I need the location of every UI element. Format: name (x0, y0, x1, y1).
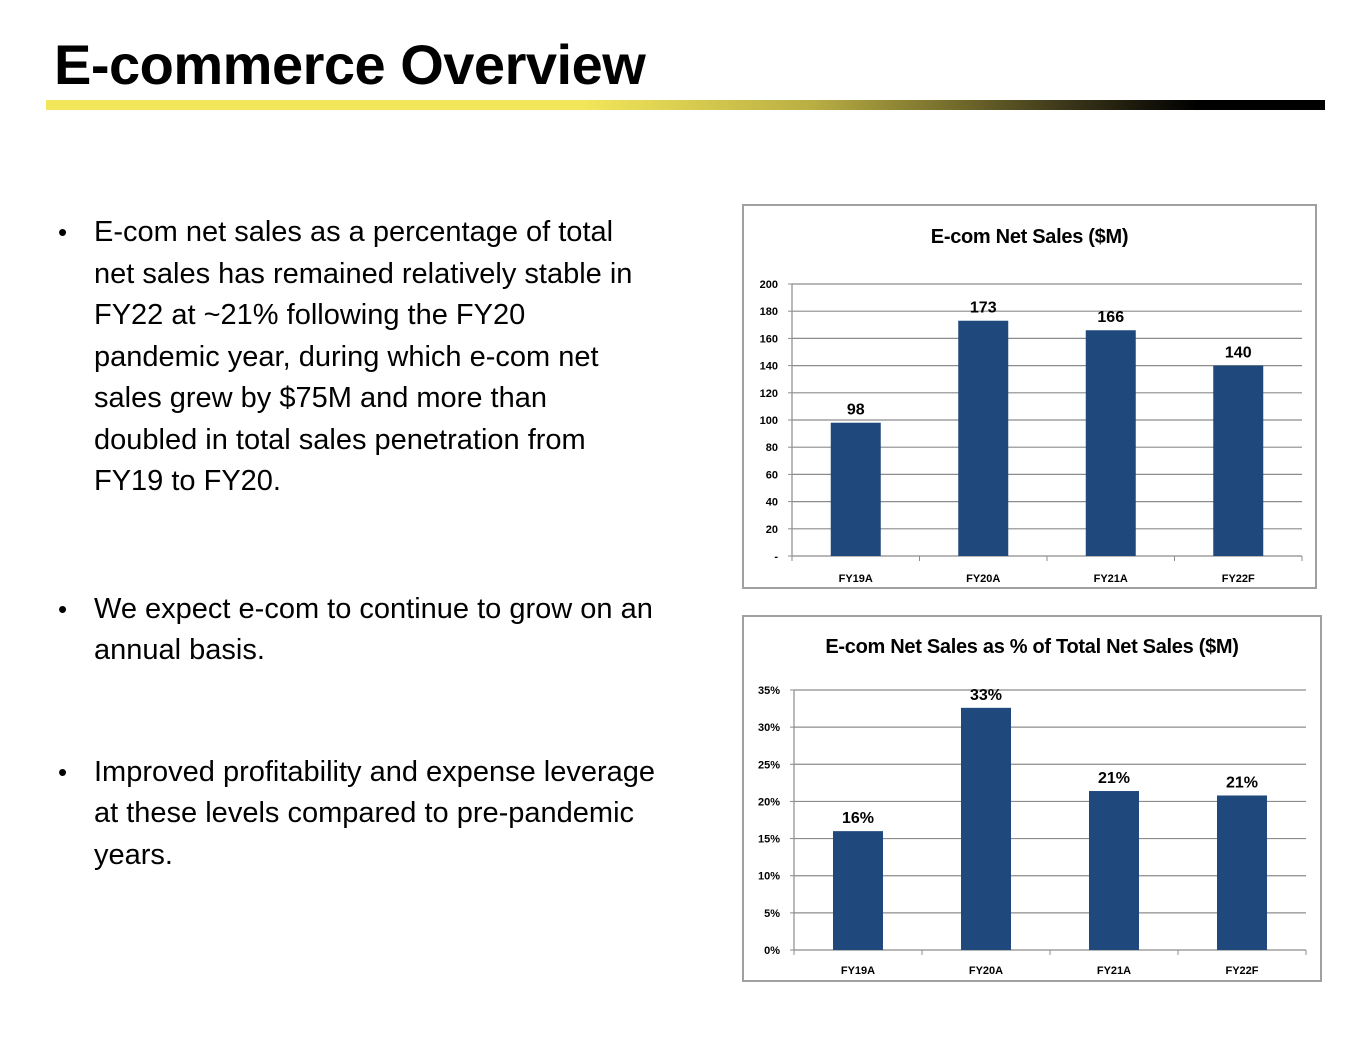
x-tick-label: FY20A (966, 573, 1000, 585)
y-tick-label: 60 (766, 469, 778, 481)
chart-plot-area: - 20 40 60 80 100 120 140 160 180 200 98 FY19A 173 FY2… (760, 279, 1303, 585)
y-tick-label: 0% (764, 945, 780, 957)
data-label: 173 (970, 300, 997, 317)
page-title: E-commerce Overview (54, 33, 646, 96)
y-tick-label: 200 (760, 279, 778, 291)
bullet-icon: • (58, 593, 68, 624)
y-tick-label: 180 (760, 306, 778, 318)
data-label: 140 (1225, 345, 1252, 362)
bullet-text: E-com net sales as a percentage of total… (94, 216, 633, 497)
y-tick-label: 100 (760, 415, 778, 427)
ecom-share-of-sales-chart: E-com Net Sales as % of Total Net Sales … (742, 615, 1322, 982)
y-tick-label: 20% (758, 796, 780, 808)
data-label: 16% (842, 810, 874, 827)
chart-title: E-com Net Sales ($M) (930, 226, 1129, 248)
y-tick-label: 140 (760, 361, 778, 373)
data-label: 166 (1097, 309, 1124, 326)
y-tick-label: 10% (758, 871, 780, 883)
data-label: 21% (1226, 774, 1258, 791)
bar-fy22f (1217, 795, 1267, 950)
x-tick-label: FY22F (1225, 965, 1258, 977)
bullet-item: • Improved profitability and expense lev… (56, 752, 656, 877)
x-tick-label: FY21A (1097, 965, 1131, 977)
x-tick-label: FY19A (839, 573, 873, 585)
bar-fy21a (1085, 330, 1136, 556)
y-tick-label: - (774, 551, 778, 563)
bar-fy20a (958, 320, 1009, 556)
x-tick-label: FY20A (969, 965, 1003, 977)
y-tick-label: 30% (758, 722, 780, 734)
ecom-net-sales-chart: E-com Net Sales ($M) - 20 40 60 80 100 120 140 1… (742, 204, 1317, 589)
data-label: 33% (970, 687, 1002, 704)
y-tick-label: 25% (758, 759, 780, 771)
bar-fy19a (830, 422, 881, 556)
bullet-item: • E-com net sales as a percentage of tot… (56, 212, 656, 503)
y-tick-label: 160 (760, 333, 778, 345)
bullet-item: • We expect e-com to continue to grow on… (56, 589, 656, 672)
x-tick-label: FY21A (1094, 573, 1128, 585)
y-tick-label: 15% (758, 834, 780, 846)
data-label: 98 (847, 402, 865, 419)
bullet-text: Improved profitability and expense lever… (94, 755, 655, 871)
bar-fy20a (961, 707, 1011, 950)
y-tick-label: 5% (764, 908, 780, 920)
y-tick-label: 40 (766, 497, 778, 509)
y-tick-label: 120 (760, 388, 778, 400)
data-label: 21% (1098, 770, 1130, 787)
chart-title: E-com Net Sales as % of Total Net Sales … (825, 636, 1239, 658)
chart-plot-area: 0% 5% 10% 15% 20% 25% 30% 35% 16% FY19A 33% FY20A 21… (758, 685, 1307, 977)
bullet-text: We expect e-com to continue to grow on a… (94, 592, 653, 667)
x-tick-label: FY19A (841, 965, 875, 977)
bullet-icon: • (58, 756, 68, 787)
bar-fy21a (1089, 791, 1139, 950)
bullet-list: • E-com net sales as a percentage of tot… (56, 212, 656, 876)
bar-fy22f (1213, 365, 1264, 556)
y-tick-label: 80 (766, 442, 778, 454)
title-underline (46, 100, 1325, 110)
y-tick-label: 35% (758, 685, 780, 697)
bar-fy19a (833, 831, 883, 950)
bullet-icon: • (58, 217, 68, 247)
x-tick-label: FY22F (1222, 573, 1255, 585)
y-tick-label: 20 (766, 524, 778, 536)
